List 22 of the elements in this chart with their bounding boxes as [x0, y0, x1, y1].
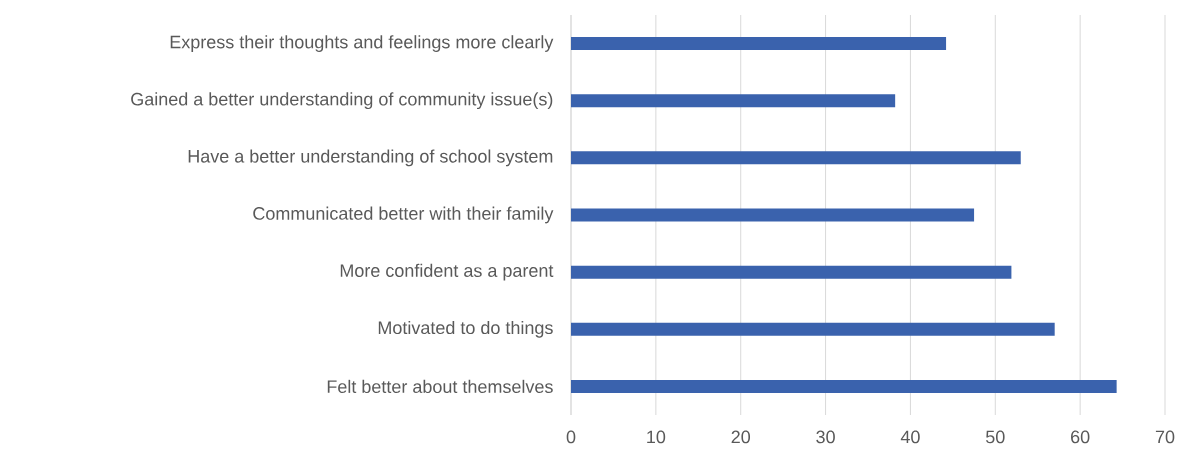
y-tick-label: Felt better about themselves [327, 379, 553, 394]
y-tick-label: Communicated better with their family [253, 206, 554, 224]
x-tick-label: 50 [986, 430, 1005, 444]
bar [571, 94, 896, 108]
bar [571, 379, 1117, 393]
y-tick-label: Gained a better understanding of community issue(s) [131, 92, 553, 110]
x-tick-label: 20 [731, 430, 751, 444]
bar [571, 151, 1021, 165]
y-tick-label: More confident as a parent [340, 263, 554, 281]
bar [571, 265, 1012, 279]
y-tick-label: Express their thoughts and feelings more clearly [170, 35, 554, 52]
bar [571, 322, 1055, 336]
bar [571, 37, 947, 51]
x-tick-label: 0 [566, 430, 576, 444]
y-tick-label: Have a better understanding of school system [188, 149, 553, 167]
x-tick-label: 10 [647, 430, 666, 444]
x-tick-label: 30 [816, 430, 835, 444]
x-tick-label: 70 [1155, 430, 1175, 444]
x-tick-label: 40 [900, 430, 920, 444]
bar [571, 208, 975, 222]
y-tick-label: Motivated to do things [378, 320, 553, 338]
x-tick-label: 60 [1071, 430, 1090, 444]
